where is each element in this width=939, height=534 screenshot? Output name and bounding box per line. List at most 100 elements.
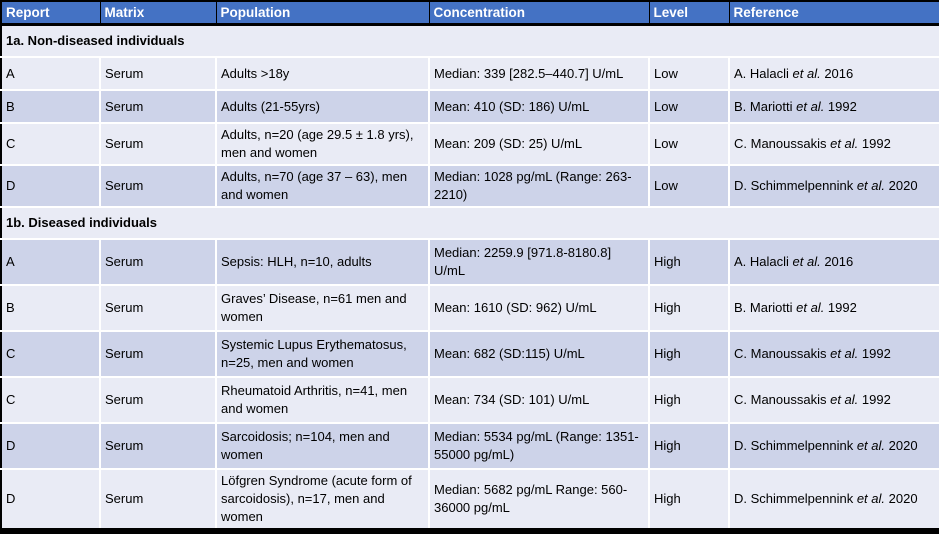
cell-level: High xyxy=(649,468,730,531)
cell-report: C xyxy=(1,376,101,423)
reference-etal: et al. xyxy=(792,254,821,269)
cell-matrix: Serum xyxy=(100,238,217,285)
cell-report: A xyxy=(1,56,101,90)
section-row: 1b. Diseased individuals xyxy=(1,206,939,239)
cell-level: Low xyxy=(649,56,730,90)
table-row: C Serum Systemic Lupus Erythematosus, n=… xyxy=(1,330,939,377)
section-title: 1a. Non-diseased individuals xyxy=(1,23,939,57)
cell-concentration: Median: 5534 pg/mL (Range: 1351-55000 pg… xyxy=(429,422,650,469)
reference-post: 1992 xyxy=(824,300,857,315)
reference-post: 2020 xyxy=(885,178,918,193)
cell-matrix: Serum xyxy=(100,376,217,423)
cell-population: Systemic Lupus Erythematosus, n=25, men … xyxy=(216,330,430,377)
table-row: C Serum Adults, n=20 (age 29.5 ± 1.8 yrs… xyxy=(1,122,939,165)
cell-reference: C. Manoussakis et al. 1992 xyxy=(729,330,939,377)
cell-level: High xyxy=(649,422,730,469)
header-row: Report Matrix Population Concentration Level… xyxy=(1,1,939,26)
cell-concentration: Mean: 209 (SD: 25) U/mL xyxy=(429,122,650,165)
reference-pre: C. Manoussakis xyxy=(734,346,831,361)
section-title: 1b. Diseased individuals xyxy=(1,206,939,239)
column-header: Report xyxy=(1,1,101,26)
cell-concentration: Median: 1028 pg/mL (Range: 263-2210) xyxy=(429,164,650,207)
reference-pre: A. Halacli xyxy=(734,254,793,269)
cell-report: C xyxy=(1,122,101,165)
reference-pre: B. Mariotti xyxy=(734,300,797,315)
cell-level: High xyxy=(649,376,730,423)
reference-pre: D. Schimmelpennink xyxy=(734,438,857,453)
reference-pre: B. Mariotti xyxy=(734,98,797,114)
cell-report: D xyxy=(1,164,101,207)
cell-report: D xyxy=(1,468,101,531)
cell-level: High xyxy=(649,330,730,377)
column-header: Population xyxy=(216,1,430,26)
reference-pre: A. Halacli xyxy=(734,65,793,81)
reference-post: 2016 xyxy=(820,65,854,81)
cell-concentration: Mean: 734 (SD: 101) U/mL xyxy=(429,376,650,423)
cell-matrix: Serum xyxy=(100,284,217,331)
reference-etal: et al. xyxy=(830,136,859,151)
cell-population: Löfgren Syndrome (acute form of sarcoido… xyxy=(216,468,430,531)
table-row: A Serum Sepsis: HLH, n=10, adults Median… xyxy=(1,238,939,285)
reference-post: 1992 xyxy=(858,136,891,151)
cell-reference: D. Schimmelpennink et al. 2020 xyxy=(729,422,939,469)
reference-etal: et al. xyxy=(830,392,859,407)
table-row: B Serum Adults (21-55yrs) Mean: 410 (SD:… xyxy=(1,89,939,123)
reference-post: 1992 xyxy=(858,392,891,407)
reference-post: 2020 xyxy=(885,438,918,453)
cell-level: High xyxy=(649,238,730,285)
reference-pre: C. Manoussakis xyxy=(734,136,831,151)
cell-population: Graves’ Disease, n=61 men and women xyxy=(216,284,430,331)
section-row: 1a. Non-diseased individuals xyxy=(1,23,939,57)
cell-population: Adults (21-55yrs) xyxy=(216,89,430,123)
cell-reference: A. Halacli et al. 2016 xyxy=(729,238,939,285)
cell-population: Adults, n=20 (age 29.5 ± 1.8 yrs), men a… xyxy=(216,122,430,165)
reference-etal: et al. xyxy=(830,346,859,361)
cell-level: Low xyxy=(649,164,730,207)
reference-etal: et al. xyxy=(856,178,886,193)
cell-matrix: Serum xyxy=(100,422,217,469)
cell-report: A xyxy=(1,238,101,285)
reference-post: 1992 xyxy=(858,346,891,361)
cell-reference: A. Halacli et al. 2016 xyxy=(729,56,939,90)
cell-population: Adults, n=70 (age 37 – 63), men and wome… xyxy=(216,164,430,207)
cell-reference: B. Mariotti et al. 1992 xyxy=(729,89,939,123)
cell-reference: B. Mariotti et al. 1992 xyxy=(729,284,939,331)
cell-population: Adults >18y xyxy=(216,56,430,90)
cell-concentration: Median: 2259.9 [971.8-8180.8] U/mL xyxy=(429,238,650,285)
reference-pre: C. Manoussakis xyxy=(734,392,831,407)
reference-post: 1992 xyxy=(824,98,857,114)
reference-etal: et al. xyxy=(856,438,886,453)
cell-report: D xyxy=(1,422,101,469)
cell-report: C xyxy=(1,330,101,377)
cell-matrix: Serum xyxy=(100,330,217,377)
reference-pre: D. Schimmelpennink xyxy=(734,491,857,506)
cell-matrix: Serum xyxy=(100,56,217,90)
reference-pre: D. Schimmelpennink xyxy=(734,178,857,193)
cell-concentration: Median: 339 [282.5–440.7] U/mL xyxy=(429,56,650,90)
cell-population: Sepsis: HLH, n=10, adults xyxy=(216,238,430,285)
cell-reference: D. Schimmelpennink et al. 2020 xyxy=(729,468,939,531)
reference-post: 2020 xyxy=(885,491,918,506)
cell-matrix: Serum xyxy=(100,89,217,123)
cell-report: B xyxy=(1,89,101,123)
reference-etal: et al. xyxy=(792,65,821,81)
cell-reference: D. Schimmelpennink et al. 2020 xyxy=(729,164,939,207)
cell-concentration: Mean: 1610 (SD: 962) U/mL xyxy=(429,284,650,331)
cell-population: Rheumatoid Arthritis, n=41, men and wome… xyxy=(216,376,430,423)
reference-post: 2016 xyxy=(820,254,854,269)
table-row: B Serum Graves’ Disease, n=61 men and wo… xyxy=(1,284,939,331)
reference-etal: et al. xyxy=(796,98,825,114)
cell-reference: C. Manoussakis et al. 1992 xyxy=(729,376,939,423)
table-row: D Serum Adults, n=70 (age 37 – 63), men … xyxy=(1,164,939,207)
cell-concentration: Mean: 682 (SD:115) U/mL xyxy=(429,330,650,377)
cell-concentration: Median: 5682 pg/mL Range: 560-36000 pg/m… xyxy=(429,468,650,531)
table-row: D Serum Sarcoidosis; n=104, men and wome… xyxy=(1,422,939,469)
table-body: 1a. Non-diseased individuals A Serum Adu… xyxy=(1,23,939,531)
column-header: Concentration xyxy=(429,1,650,26)
table-row: C Serum Rheumatoid Arthritis, n=41, men … xyxy=(1,376,939,423)
reference-etal: et al. xyxy=(856,491,886,506)
cell-level: Low xyxy=(649,89,730,123)
cell-matrix: Serum xyxy=(100,164,217,207)
cell-concentration: Mean: 410 (SD: 186) U/mL xyxy=(429,89,650,123)
